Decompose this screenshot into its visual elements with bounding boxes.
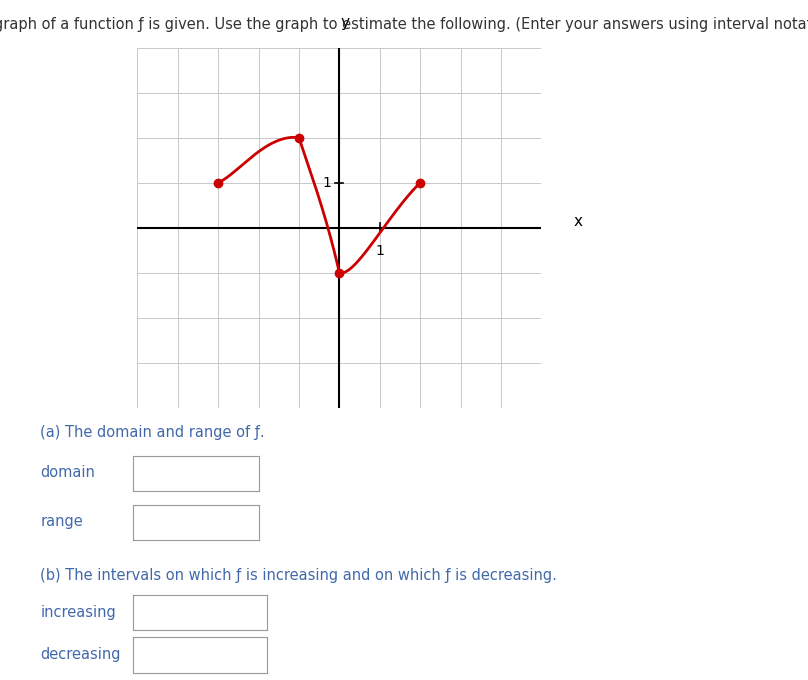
Text: increasing: increasing bbox=[40, 605, 116, 619]
Text: decreasing: decreasing bbox=[40, 647, 121, 662]
Text: 1: 1 bbox=[376, 243, 384, 258]
Text: 1: 1 bbox=[322, 175, 331, 190]
Text: x: x bbox=[574, 214, 583, 228]
Text: The graph of a function ƒ is given. Use the graph to estimate the following. (En: The graph of a function ƒ is given. Use … bbox=[0, 17, 808, 32]
Text: (a) The domain and range of ƒ.: (a) The domain and range of ƒ. bbox=[40, 425, 265, 440]
Text: (b) The intervals on which ƒ is increasing and on which ƒ is decreasing.: (b) The intervals on which ƒ is increasi… bbox=[40, 568, 558, 583]
Text: domain: domain bbox=[40, 465, 95, 480]
Text: y: y bbox=[341, 14, 350, 30]
Text: range: range bbox=[40, 514, 83, 529]
